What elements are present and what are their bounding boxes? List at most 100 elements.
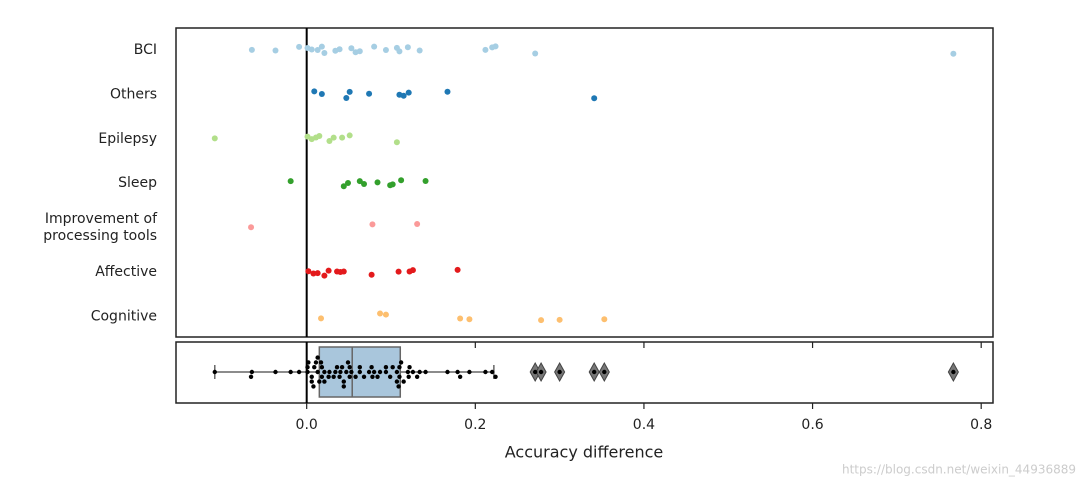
swarm-point	[322, 369, 327, 375]
strip-point	[287, 178, 294, 185]
swarm-point	[296, 369, 302, 375]
strip-point	[556, 316, 563, 323]
strip-point	[321, 272, 328, 279]
strip-point	[305, 268, 312, 275]
strip-point	[345, 179, 351, 186]
swarm-point	[396, 384, 401, 389]
swarm-point	[341, 379, 346, 384]
swarm-point	[951, 369, 956, 375]
swarm-point	[493, 374, 498, 379]
swarm-point	[357, 365, 363, 370]
swarm-point	[288, 369, 293, 375]
swarm-point	[394, 379, 400, 384]
strip-point	[314, 270, 321, 277]
y-tick-label: Improvement of processing tools	[43, 211, 158, 244]
swarm-point	[361, 374, 367, 379]
swarm-point	[305, 365, 310, 370]
swarm-point	[407, 365, 412, 370]
box-panel	[175, 341, 994, 404]
swarm-point	[532, 369, 538, 375]
strip-point	[325, 267, 332, 274]
swarm-point	[345, 360, 351, 365]
swarm-point	[483, 369, 488, 375]
swarm-point	[394, 369, 400, 375]
strip-point	[330, 134, 337, 141]
swarm-point	[331, 374, 336, 379]
swarm-point	[602, 369, 607, 375]
swarm-point	[489, 369, 495, 375]
swarm-point	[414, 374, 420, 379]
strip-point	[466, 316, 473, 323]
swarm-point	[397, 374, 402, 379]
strip-point	[318, 90, 325, 97]
strip-point	[311, 88, 318, 95]
swarm-point	[339, 365, 345, 370]
swarm-point	[309, 379, 314, 384]
strip-point	[356, 48, 363, 55]
swarm-point	[338, 369, 343, 375]
strip-point	[318, 315, 325, 322]
swarm-point	[397, 365, 402, 370]
swarm-point	[387, 374, 393, 379]
swarm-point	[337, 374, 342, 379]
swarm-point	[423, 369, 428, 375]
strip-point	[444, 88, 451, 95]
swarm-point	[467, 369, 472, 375]
strip-point	[369, 221, 376, 228]
strip-point	[340, 268, 347, 275]
strip-point	[316, 133, 323, 140]
swarm-point	[319, 374, 325, 379]
strip-point	[457, 315, 464, 322]
strip-point	[314, 47, 321, 54]
swarm-point	[344, 369, 349, 375]
strip-point	[400, 92, 407, 99]
swarm-point	[212, 369, 217, 375]
swarm-point	[371, 369, 377, 375]
swarm-point	[341, 384, 346, 389]
swarm-point	[347, 374, 352, 379]
x-axis-label: Accuracy difference	[505, 443, 663, 462]
strip-point	[389, 181, 396, 188]
strip-point	[361, 181, 368, 188]
strip-point	[416, 47, 423, 54]
strip-point	[405, 89, 412, 96]
swarm-point	[318, 360, 324, 365]
strip-point	[395, 268, 402, 275]
y-tick-label: Cognitive	[91, 308, 157, 324]
watermark: https://blog.csdn.net/weixin_44936889	[842, 463, 1076, 477]
strip-point	[382, 46, 389, 53]
swarm-point	[405, 369, 411, 375]
strip-point	[374, 179, 381, 186]
swarm-point	[366, 369, 372, 375]
strip-point	[538, 317, 545, 324]
swarm-point	[445, 369, 450, 375]
strip-point	[532, 50, 539, 57]
strip-point	[356, 178, 363, 185]
strip-point	[371, 43, 378, 50]
strip-point	[368, 271, 375, 278]
swarm-point	[375, 374, 380, 379]
strip-point	[382, 311, 389, 318]
swarm-point	[248, 374, 254, 379]
strip-point	[409, 267, 416, 274]
strip-point	[340, 183, 347, 190]
swarm-point	[557, 369, 562, 375]
swarm-point	[410, 369, 416, 375]
swarm-point	[315, 355, 320, 360]
swarm-point	[305, 369, 310, 375]
swarm-point	[306, 360, 311, 365]
swarm-point	[390, 365, 395, 370]
swarm-point	[309, 374, 314, 379]
strip-point	[396, 48, 403, 55]
y-tick-label: Epilepsy	[98, 131, 157, 147]
strip-point	[591, 95, 598, 102]
strip-point	[950, 50, 957, 57]
strip-point	[308, 46, 315, 53]
strip-point	[248, 224, 255, 231]
swarm-point	[249, 369, 255, 375]
swarm-point	[317, 379, 322, 384]
strip-point	[454, 266, 461, 273]
swarm-point	[457, 374, 463, 379]
swarm-point	[455, 369, 460, 375]
strip-point	[393, 139, 400, 146]
